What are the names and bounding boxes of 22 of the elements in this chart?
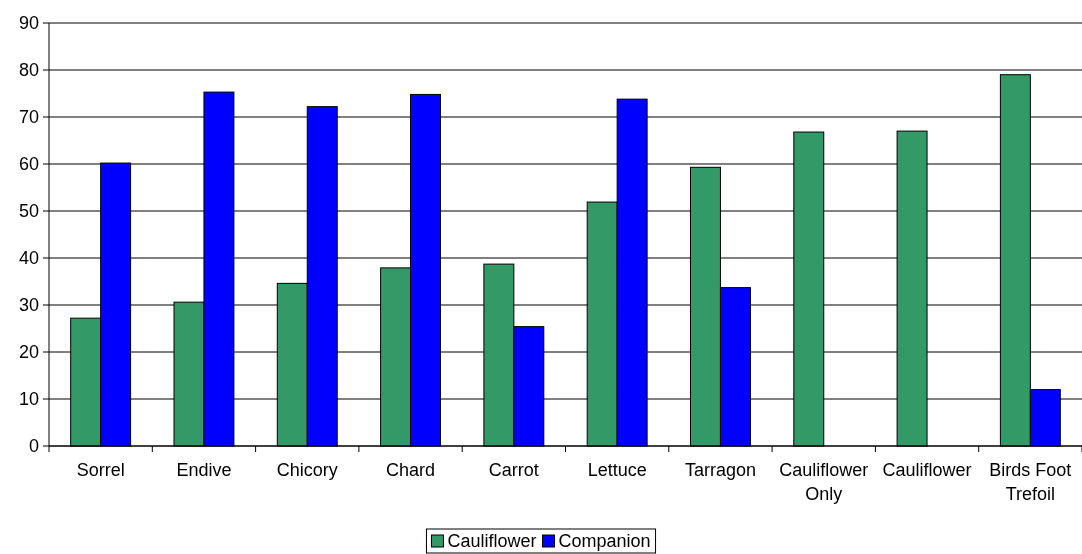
y-tick-label: 80 xyxy=(18,60,39,81)
y-tick-label: 20 xyxy=(18,342,39,363)
x-tick-label: Chicory xyxy=(276,460,338,480)
y-tick-label: 30 xyxy=(18,295,39,316)
legend-label: Companion xyxy=(558,531,651,552)
y-tick-label: 40 xyxy=(18,248,39,269)
x-tick-label: Endive xyxy=(176,460,232,480)
x-tick-label: Sorrel xyxy=(76,460,125,480)
y-tick-label: 10 xyxy=(18,389,39,410)
x-tick-label: Cauliflower Only xyxy=(779,460,869,504)
y-tick-label: 60 xyxy=(18,154,39,175)
x-tick-label: Birds Foot Trefoil xyxy=(989,460,1072,504)
x-tick-label: Chard xyxy=(386,460,436,480)
x-tick-label: Lettuce xyxy=(587,460,647,480)
legend-label: Cauliflower xyxy=(447,531,537,552)
y-tick-label: 50 xyxy=(18,201,39,222)
y-tick-label: 70 xyxy=(18,107,39,128)
x-tick-label: Cauliflower xyxy=(882,460,972,480)
x-tick-label: Tarragon xyxy=(684,460,756,480)
y-tick-label: 90 xyxy=(18,13,39,34)
x-tick-label: Carrot xyxy=(488,460,539,480)
y-tick-label: 0 xyxy=(28,436,39,457)
